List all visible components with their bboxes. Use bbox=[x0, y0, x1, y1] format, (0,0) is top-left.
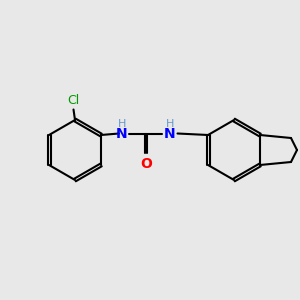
Text: H: H bbox=[118, 119, 126, 129]
Text: N: N bbox=[164, 127, 176, 140]
Text: Cl: Cl bbox=[68, 94, 80, 106]
Text: N: N bbox=[116, 127, 128, 140]
Text: O: O bbox=[140, 158, 152, 172]
Text: H: H bbox=[166, 119, 174, 129]
